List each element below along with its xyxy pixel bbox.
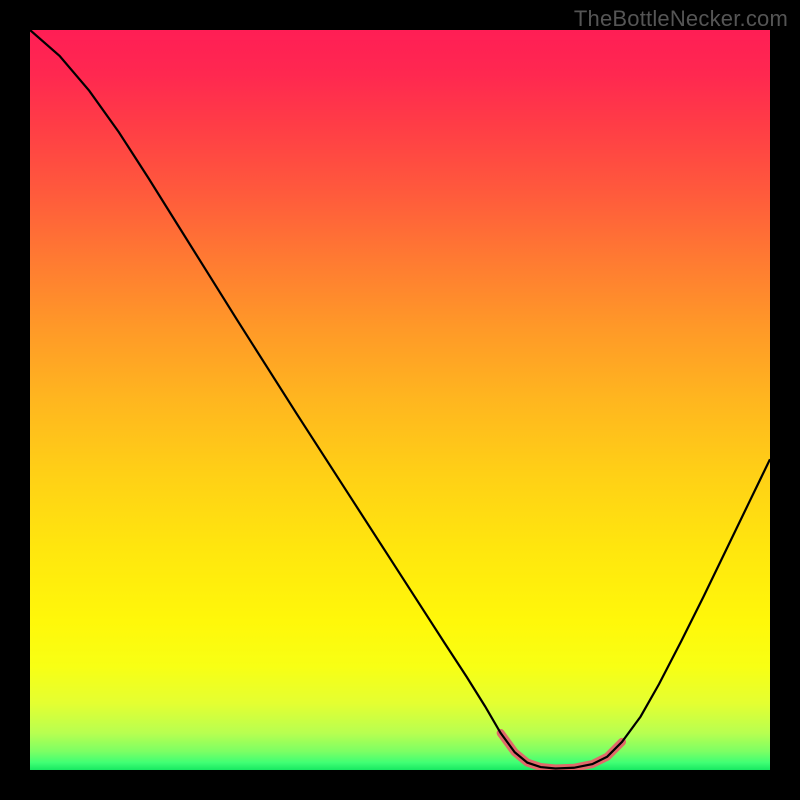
plot-area: [30, 30, 770, 770]
watermark-text: TheBottleNecker.com: [574, 6, 788, 32]
gradient-background: [30, 30, 770, 770]
chart-svg: [30, 30, 770, 770]
chart-container: TheBottleNecker.com: [0, 0, 800, 800]
